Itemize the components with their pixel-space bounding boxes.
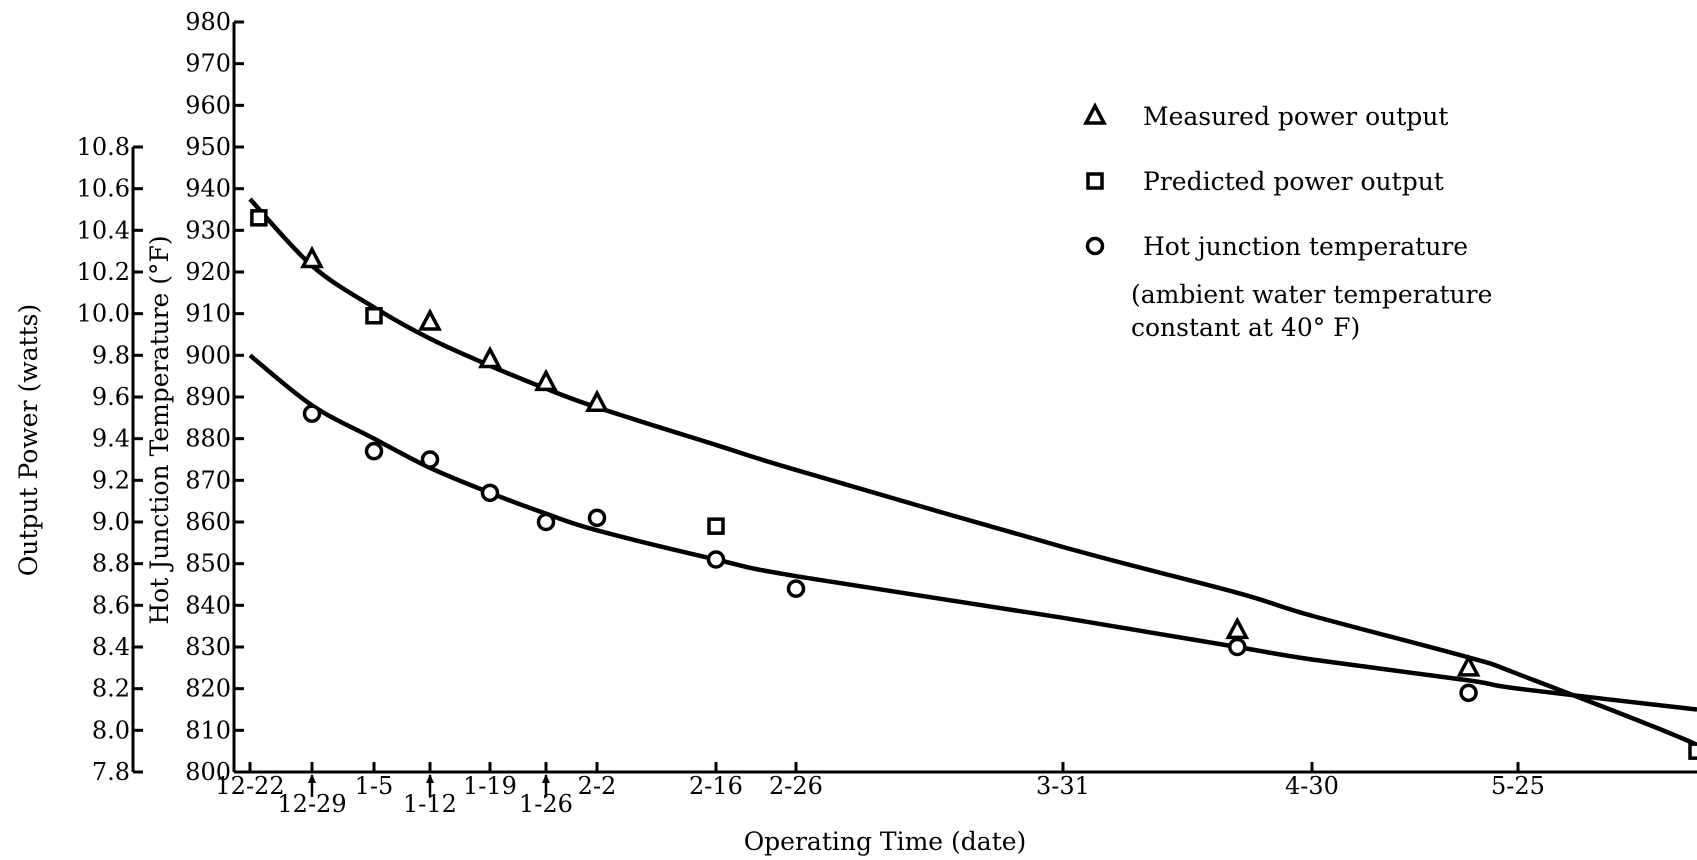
x-tick-label: 2-26 xyxy=(769,772,823,800)
x-tick-label: 12-29 xyxy=(277,790,346,818)
legend: Measured power output Predicted power out… xyxy=(1083,102,1492,342)
temperature-point xyxy=(786,579,806,598)
power-tick-label: 9.2 xyxy=(92,466,130,494)
legend-marker-circle xyxy=(1085,236,1105,256)
x-tick-label: 1-5 xyxy=(355,772,394,800)
x-tick-label: 1-12 xyxy=(403,790,457,818)
temperature-tick-label: 900 xyxy=(185,341,231,369)
power-tick-label: 8.8 xyxy=(92,550,130,578)
measured-power-point xyxy=(585,389,609,412)
temperature-tick-label: 930 xyxy=(185,216,231,244)
legend-marker-square xyxy=(1086,172,1104,190)
temperature-point xyxy=(420,450,440,469)
measured-power-point xyxy=(1456,654,1481,677)
temperature-tick-label: 870 xyxy=(185,466,231,494)
measured-power-point xyxy=(300,245,324,269)
temperature-point xyxy=(536,512,556,532)
predicted-power-point xyxy=(365,307,383,325)
power-tick-label: 10.2 xyxy=(77,258,130,286)
temperature-tick-label: 940 xyxy=(185,175,231,203)
x-axis-title: Operating Time (date) xyxy=(744,827,1027,856)
temperature-tick-label: 830 xyxy=(185,633,231,661)
power-tick-label: 10.8 xyxy=(77,133,130,161)
power-tick-label: 10.6 xyxy=(77,175,130,203)
legend-note: (ambient water temperature xyxy=(1131,280,1492,309)
x-tick-label: 12-22 xyxy=(215,772,284,800)
legend-marker-triangle xyxy=(1083,102,1107,125)
temperature-tick-label: 970 xyxy=(185,50,231,78)
temperature-tick-label: 950 xyxy=(185,133,231,161)
temperature-tick-label: 880 xyxy=(185,425,231,453)
y-axis-title-temperature: Hot Junction Temperature (°F) xyxy=(145,235,174,624)
predicted-power-point xyxy=(707,517,725,535)
power-tick-label: 9.6 xyxy=(92,383,130,411)
x-tick-arrowhead xyxy=(308,774,316,783)
legend-label: Measured power output xyxy=(1143,102,1448,131)
x-tick-label: 1-26 xyxy=(519,790,573,818)
temperature-tick-label: 920 xyxy=(185,258,231,286)
legend-label: Predicted power output xyxy=(1143,167,1444,196)
power-tick-label: 9.4 xyxy=(92,425,130,453)
power-tick-label: 9.8 xyxy=(92,341,130,369)
x-tick-label: 2-2 xyxy=(578,772,617,800)
power-fit-curve xyxy=(248,197,1697,762)
data-points xyxy=(250,209,1697,760)
power-tick-label: 8.2 xyxy=(92,675,130,703)
temperature-fit-curve xyxy=(248,353,1697,712)
x-tick-label: 1-19 xyxy=(463,772,517,800)
power-tick-label: 10.4 xyxy=(77,216,130,244)
temperature-tick-label: 980 xyxy=(185,8,231,36)
x-tick-label: 3-31 xyxy=(1036,772,1090,800)
temperature-point xyxy=(302,404,322,423)
legend-note: constant at 40° F) xyxy=(1131,313,1360,342)
temperature-tick-label: 910 xyxy=(185,300,231,328)
temperature-tick-label: 820 xyxy=(185,675,231,703)
power-tick-label: 8.6 xyxy=(92,591,130,619)
temperature-tick-label: 890 xyxy=(185,383,231,411)
temperature-tick-label: 850 xyxy=(185,550,231,578)
temperature-tick-label: 800 xyxy=(185,758,231,786)
power-tick-label: 7.8 xyxy=(92,758,130,786)
power-tick-label: 10.0 xyxy=(77,300,130,328)
measured-power-point xyxy=(478,345,502,369)
measured-power-point xyxy=(1225,616,1250,640)
power-tick-label: 8.0 xyxy=(92,716,130,744)
temperature-tick-label: 860 xyxy=(185,508,231,536)
measured-power-point xyxy=(534,368,558,392)
x-tick-arrowhead xyxy=(426,774,434,783)
temperature-point xyxy=(587,508,607,528)
predicted-power-point xyxy=(250,209,268,227)
x-tick-arrowhead xyxy=(542,774,550,783)
temperature-tick-label: 810 xyxy=(185,716,231,744)
temperature-point xyxy=(480,483,500,503)
temperature-tick-label: 840 xyxy=(185,591,231,619)
x-tick-label: 4-30 xyxy=(1285,772,1339,800)
temperature-tick-label: 960 xyxy=(185,91,231,119)
power-tick-label: 8.4 xyxy=(92,633,130,661)
temperature-point xyxy=(364,441,384,461)
axes: 800 810 820 830 840 850 860 870 880 890 900 910 920 9… xyxy=(77,8,1697,818)
measured-power-point xyxy=(418,308,442,331)
x-tick-label: 2-16 xyxy=(689,772,743,800)
temperature-point xyxy=(1228,637,1247,657)
legend-label: Hot junction temperature xyxy=(1143,232,1468,261)
temperature-point xyxy=(706,550,726,569)
power-tick-label: 9.0 xyxy=(92,508,130,536)
predicted-power-point xyxy=(1688,742,1697,760)
y-axis-title-power: Output Power (watts) xyxy=(14,304,43,576)
temperature-point xyxy=(1459,683,1478,703)
x-tick-label: 5-25 xyxy=(1491,772,1545,800)
